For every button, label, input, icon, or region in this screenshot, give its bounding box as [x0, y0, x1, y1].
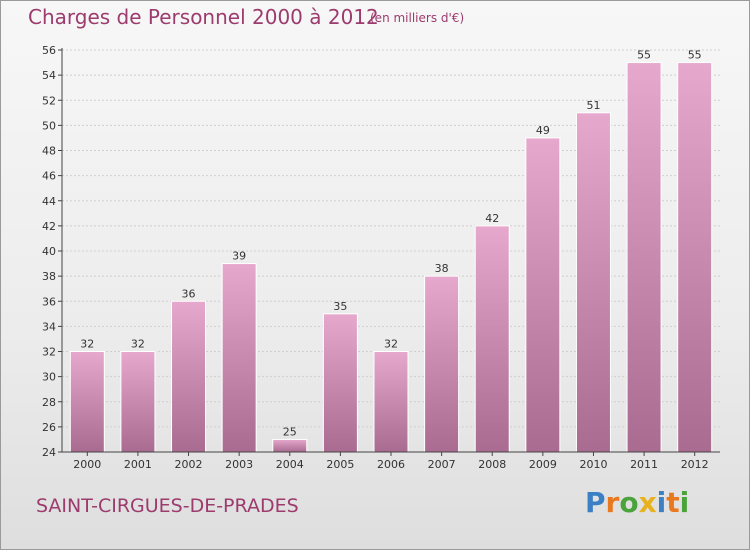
bar	[474, 225, 510, 453]
x-tick-label: 2004	[276, 458, 304, 471]
logo-letter: t	[666, 486, 680, 519]
y-tick-label: 44	[42, 195, 56, 208]
chart-title: Charges de Personnel 2000 à 2012	[28, 5, 379, 29]
bar-value-label: 38	[435, 262, 449, 275]
y-tick-label: 32	[42, 346, 56, 359]
bar-value-label: 35	[333, 300, 347, 313]
y-tick-label: 56	[42, 44, 56, 57]
y-tick-label: 40	[42, 245, 56, 258]
bar-value-label: 49	[536, 124, 550, 137]
bar	[272, 438, 308, 453]
bar-value-label: 36	[182, 287, 196, 300]
commune-name: SAINT-CIRGUES-DE-PRADES	[36, 495, 299, 517]
y-tick-label: 50	[42, 119, 56, 132]
bar	[373, 351, 409, 453]
bar-value-label: 55	[688, 49, 702, 62]
x-tick-label: 2001	[124, 458, 152, 471]
y-tick-label: 34	[42, 320, 56, 333]
bar-value-label: 32	[80, 338, 94, 351]
bar-value-label: 39	[232, 250, 246, 263]
logo-letter: r	[605, 486, 620, 519]
x-tick-label: 2007	[428, 458, 456, 471]
proxiti-logo: Proxiti	[585, 486, 689, 519]
bar-value-label: 42	[485, 212, 499, 225]
x-tick-label: 2003	[225, 458, 253, 471]
bar-value-label: 32	[384, 338, 398, 351]
bar	[525, 137, 561, 453]
y-tick-label: 46	[42, 170, 56, 183]
y-tick-label: 28	[42, 396, 56, 409]
x-tick-label: 2008	[478, 458, 506, 471]
y-tick-label: 30	[42, 371, 56, 384]
y-tick-label: 52	[42, 94, 56, 107]
bar	[677, 62, 713, 453]
bar	[221, 263, 257, 453]
y-tick-label: 42	[42, 220, 56, 233]
x-tick-label: 2006	[377, 458, 405, 471]
bar-value-label: 51	[586, 99, 600, 112]
y-tick-label: 54	[42, 69, 56, 82]
logo-letter: o	[619, 486, 639, 519]
y-tick-label: 36	[42, 295, 56, 308]
x-tick-label: 2000	[73, 458, 101, 471]
bar	[424, 275, 460, 453]
logo-letter: i	[679, 486, 690, 519]
bar	[171, 300, 207, 453]
bar	[575, 112, 611, 453]
x-tick-label: 2002	[175, 458, 203, 471]
bar	[120, 351, 156, 453]
bar	[69, 351, 105, 453]
y-tick-label: 38	[42, 270, 56, 283]
bar	[322, 313, 358, 453]
x-tick-label: 2010	[579, 458, 607, 471]
logo-letter: P	[585, 486, 606, 519]
x-tick-label: 2011	[630, 458, 658, 471]
x-tick-label: 2009	[529, 458, 557, 471]
bar-value-label: 25	[283, 425, 297, 438]
bar	[626, 62, 662, 453]
bar-value-label: 32	[131, 338, 145, 351]
x-tick-label: 2005	[326, 458, 354, 471]
logo-letter: i	[656, 486, 667, 519]
chart-subtitle: (en milliers d'€)	[370, 11, 465, 25]
y-tick-label: 26	[42, 421, 56, 434]
bar-value-label: 55	[637, 49, 651, 62]
y-tick-label: 24	[42, 446, 56, 459]
y-tick-label: 48	[42, 145, 56, 158]
x-tick-label: 2012	[681, 458, 709, 471]
logo-letter: x	[638, 486, 657, 519]
